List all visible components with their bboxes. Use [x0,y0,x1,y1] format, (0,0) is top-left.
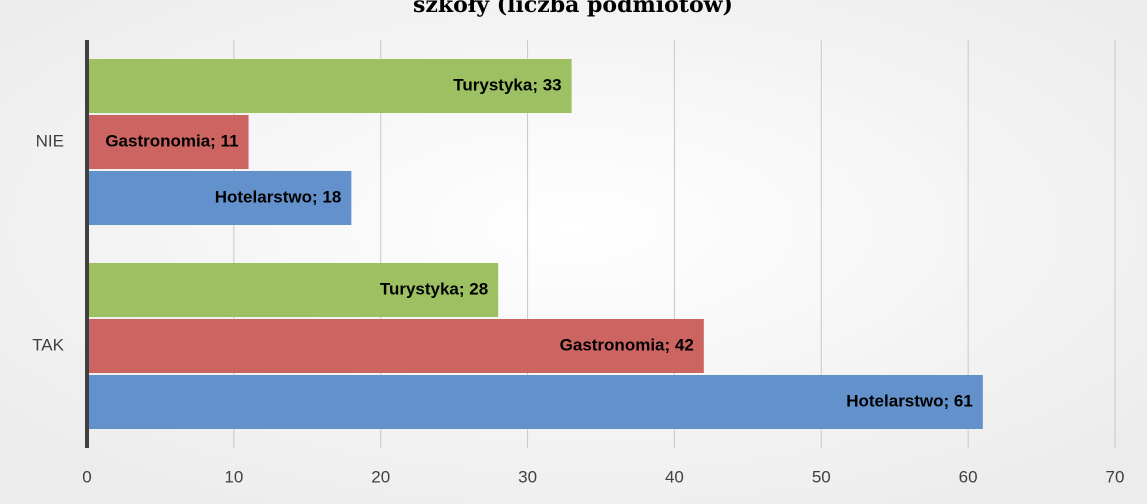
bar [87,319,704,373]
data-label: Hotelarstwo; 18 [215,187,342,206]
x-tick-label: 30 [518,467,537,486]
data-label: Hotelarstwo; 61 [846,391,973,410]
x-tick-label: 10 [224,467,243,486]
x-tick-label: 70 [1106,467,1125,486]
data-label: Gastronomia; 42 [560,335,694,354]
x-tick-label: 20 [371,467,390,486]
chart-title: szkoły (liczba podmiotów) [413,0,733,18]
x-tick-label: 60 [959,467,978,486]
data-label: Turystyka; 28 [380,279,488,298]
y-tick-label: NIE [36,131,64,150]
y-tick-label: TAK [32,335,64,354]
bar [87,115,249,169]
bar [87,263,499,317]
data-label: Turystyka; 33 [453,75,561,94]
x-tick-label: 50 [812,467,831,486]
bar [87,59,572,113]
data-label: Gastronomia; 11 [105,131,238,150]
x-tick-label: 0 [82,467,91,486]
bar [87,375,983,429]
x-tick-label: 40 [665,467,684,486]
bar [87,171,352,225]
